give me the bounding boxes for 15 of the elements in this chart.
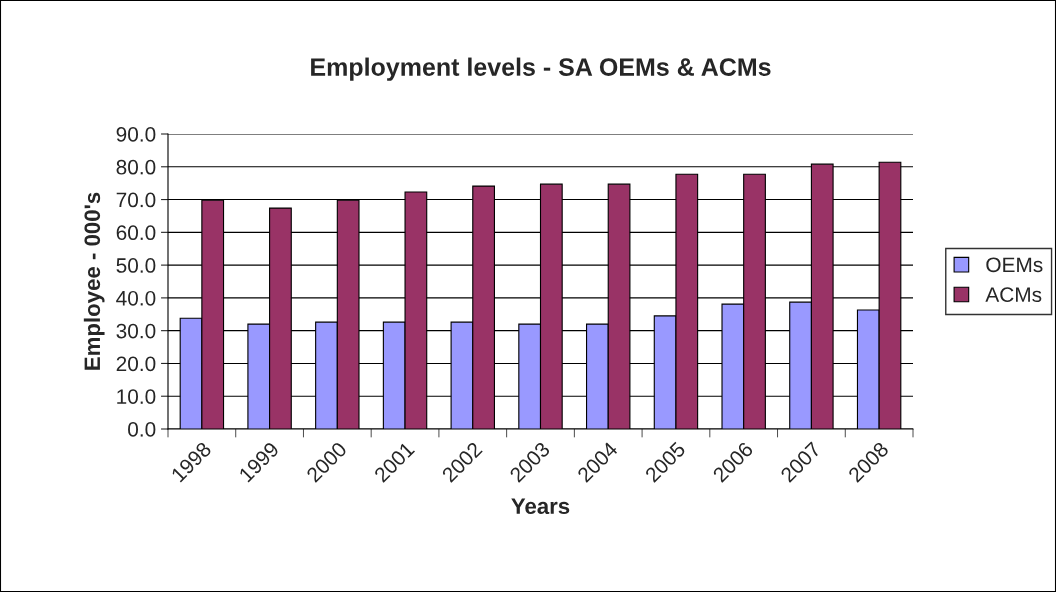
legend-label: ACMs [985,287,1042,303]
y-tick-label: 90.0 [116,127,156,142]
y-tick-label: 60.0 [116,225,156,241]
y-tick-label: 10.0 [117,389,156,404]
y-tick-label: 50.0 [116,258,156,273]
chart-title: Employment levels - SA OEMs & ACMs [311,57,771,81]
y-tick-label: 20.0 [116,356,156,372]
y-tick-label: 0.0 [128,422,156,437]
y-tick-label: 80.0 [116,159,156,175]
y-tick-label: 40.0 [116,290,156,306]
y-tick-label: 30.0 [116,323,156,339]
legend-label: OEMs [986,257,1043,273]
y-axis-title: Employee - 000's [83,192,105,370]
x-axis-title: Years [511,498,570,515]
y-tick-label: 70.0 [116,192,156,208]
